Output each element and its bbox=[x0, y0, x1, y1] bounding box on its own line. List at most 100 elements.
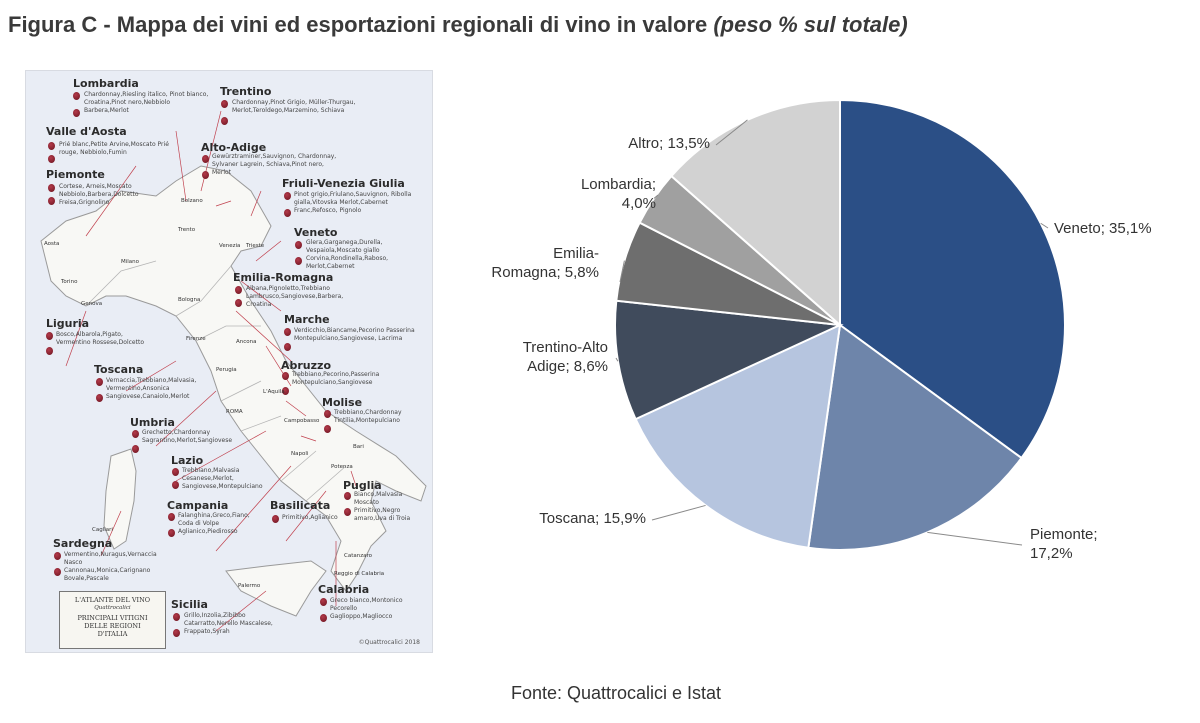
grape-icon bbox=[132, 445, 139, 453]
pie-label-lombardia: Lombardia; 4,0% bbox=[581, 176, 656, 212]
region-lombardia-label: Lombardia bbox=[73, 77, 139, 90]
city-label: Campobasso bbox=[284, 418, 320, 424]
region-molise-vines: Trebbiano,Chardonnay Tintilia,Montepulci… bbox=[334, 409, 402, 424]
region-marche-label: Marche bbox=[284, 313, 330, 326]
region-valle-aosta-label: Valle d'Aosta bbox=[46, 125, 127, 138]
grape-icon bbox=[96, 394, 103, 402]
city-label: Reggio di Calabria bbox=[334, 571, 385, 577]
region-puglia-label: Puglia bbox=[343, 479, 382, 492]
grape-icon bbox=[324, 425, 331, 433]
city-label: Bologna bbox=[178, 297, 201, 303]
region-campania-vines: Falanghina,Greco,Fiano, Coda di Volpe Ag… bbox=[178, 512, 250, 535]
city-label: Venezia bbox=[219, 243, 241, 249]
city-label: Torino bbox=[61, 279, 78, 285]
grape-icon bbox=[295, 241, 302, 249]
city-label: Genova bbox=[81, 301, 103, 307]
pie-leader-line bbox=[653, 194, 659, 199]
grape-icon bbox=[132, 430, 139, 438]
grape-icon bbox=[48, 142, 55, 150]
atlas-title: L'ATLANTE DEL VINO bbox=[74, 596, 151, 604]
city-label: Milano bbox=[121, 259, 140, 265]
grape-icon bbox=[168, 513, 175, 521]
grape-icon bbox=[284, 328, 291, 336]
figure-title: Figura C - Mappa dei vini ed esportazion… bbox=[8, 12, 908, 38]
region-trentino-label: Trentino bbox=[220, 85, 272, 98]
pie-leader-line bbox=[619, 260, 625, 283]
grape-icon bbox=[221, 100, 228, 108]
city-label: Potenza bbox=[331, 464, 353, 470]
region-alto-adige-label: Alto-Adige bbox=[201, 141, 267, 154]
grape-icon bbox=[54, 568, 61, 576]
pie-label-altro: Altro; 13,5% bbox=[628, 135, 710, 152]
city-label: Perugia bbox=[216, 367, 237, 373]
grape-icon bbox=[221, 117, 228, 125]
pie-chart-svg: Veneto; 35,1% Piemonte; 17,2% Toscana; 15,9… bbox=[491, 98, 1152, 562]
grape-icon bbox=[46, 332, 53, 340]
region-calabria-vines: Greco bianco,Montonico Pecorello Gagliop… bbox=[330, 597, 403, 620]
atlas-line: PRINCIPALI VITIGNI bbox=[77, 614, 148, 622]
pie-leader-line bbox=[615, 357, 619, 362]
region-toscana-vines: Vernaccia,Trebbiano,Malvasia, Vermentino… bbox=[106, 377, 197, 400]
city-label: Cagliari bbox=[92, 527, 113, 533]
region-alto-adige-vines: Gewürztraminer,Sauvignon, Chardonnay, Sy… bbox=[212, 153, 337, 176]
region-sicilia-vines: Grillo,Inzolia,Zibibbo Catarratto,Nerell… bbox=[184, 612, 273, 635]
region-basilicata-label: Basilicata bbox=[270, 499, 331, 512]
city-label: Bari bbox=[353, 444, 364, 450]
grape-icon bbox=[235, 299, 242, 307]
city-label: L'Aquila bbox=[263, 389, 285, 395]
city-label: Napoli bbox=[291, 451, 309, 457]
city-label: Ancona bbox=[236, 339, 257, 345]
region-marche-vines: Verdicchio,Biancame,Pecorino Passerina M… bbox=[294, 327, 415, 342]
grape-icon bbox=[73, 92, 80, 100]
grape-icon bbox=[284, 343, 291, 351]
atlas-line: DELLE REGIONI bbox=[84, 622, 141, 630]
source-note: Fonte: Quattrocalici e Istat bbox=[510, 683, 722, 703]
grape-icon bbox=[172, 468, 179, 476]
grape-icon bbox=[295, 257, 302, 265]
city-label: Trento bbox=[178, 227, 196, 233]
grape-icon bbox=[73, 109, 80, 117]
region-emilia-romagna-label: Emilia-Romagna bbox=[233, 271, 334, 284]
city-label: Bolzano bbox=[181, 198, 203, 204]
region-piemonte-vines: Cortese, Arneis,Moscato Nebbiolo,Barbera… bbox=[59, 183, 139, 206]
pie-leader-line bbox=[927, 531, 1023, 546]
grape-icon bbox=[48, 197, 55, 205]
pie-label-trentino-alto-adige: Trentino-Alto Adige; 8,6% bbox=[523, 339, 608, 375]
atlas-legend-box: L'ATLANTE DEL VINO Quattrocalici PRINCIP… bbox=[59, 591, 166, 649]
region-umbria-label: Umbria bbox=[130, 416, 175, 429]
grape-icon bbox=[48, 184, 55, 192]
italy-outline bbox=[26, 71, 432, 652]
region-friuli-vines: Pinot grigio,Friulano,Sauvignon, Ribolla… bbox=[294, 191, 412, 214]
grape-icon bbox=[320, 614, 327, 622]
figure-title-main: Figura C - Mappa dei vini ed esportazion… bbox=[8, 12, 714, 37]
pie-label-piemonte: Piemonte; 17,2% bbox=[1030, 526, 1098, 562]
region-sicilia-label: Sicilia bbox=[171, 598, 208, 611]
grape-icon bbox=[96, 378, 103, 386]
region-veneto-label: Veneto bbox=[294, 226, 338, 239]
region-piemonte-label: Piemonte bbox=[46, 168, 105, 181]
region-abruzzo-vines: Trebbiano,Pecorino,Passerina Montepulcia… bbox=[292, 371, 380, 386]
region-abruzzo-label: Abruzzo bbox=[281, 359, 332, 372]
region-liguria-label: Liguria bbox=[46, 317, 90, 330]
city-label: ROMA bbox=[226, 409, 243, 415]
region-veneto-vines: Glera,Garganega,Durella, Vespaiola,Mosca… bbox=[306, 239, 389, 270]
region-emilia-romagna-vines: Albana,Pignoletto,Trebbiano Lambrusco,Sa… bbox=[246, 285, 344, 308]
region-trentino-vines: Chardonnay,Pinot Grigio, Müller-Thurgau,… bbox=[232, 99, 356, 114]
atlas-brand: Quattrocalici bbox=[94, 605, 131, 611]
grape-icon bbox=[324, 410, 331, 418]
map-credit: ©Quattrocalici 2018 bbox=[358, 639, 420, 646]
grape-icon bbox=[344, 508, 351, 516]
region-basilicata-vines: Primitivo,Aglianico bbox=[282, 514, 338, 521]
pie-label-emilia-romagna: Emilia-Romagna; 5,8% bbox=[491, 245, 599, 281]
grape-icon bbox=[282, 372, 289, 380]
region-friuli-label: Friuli-Venezia Giulia bbox=[282, 177, 405, 190]
pie-label-toscana: Toscana; 15,9% bbox=[539, 510, 646, 527]
region-calabria-label: Calabria bbox=[318, 583, 370, 596]
grape-icon bbox=[202, 155, 209, 163]
grape-icon bbox=[272, 515, 279, 523]
region-lombardia-vines: Chardonnay,Riesling italico, Pinot bianc… bbox=[84, 91, 209, 114]
city-label: Trieste bbox=[246, 243, 265, 249]
pie-leader-line bbox=[651, 504, 706, 521]
region-liguria-vines: Bosco,Albarola,Pigato, Vermentino Rosses… bbox=[56, 331, 144, 346]
region-campania-label: Campania bbox=[167, 499, 229, 512]
